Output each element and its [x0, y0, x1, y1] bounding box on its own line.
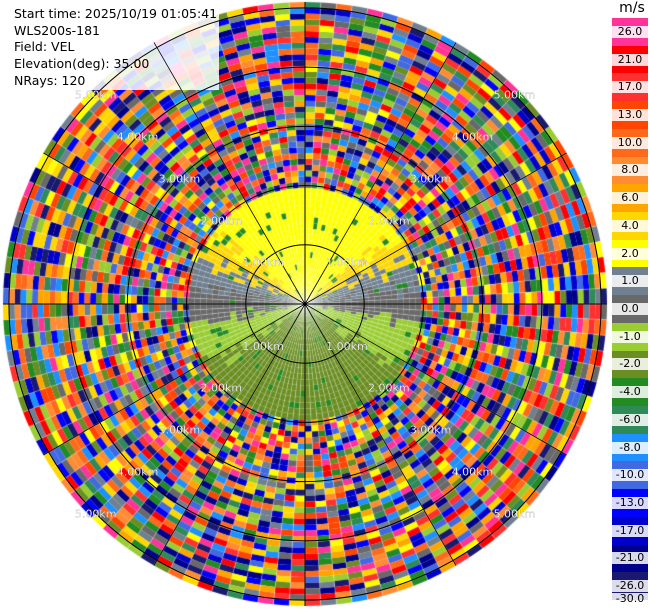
- field-text: Field: VEL: [14, 39, 75, 55]
- azimuth-spoke: [304, 152, 567, 305]
- colorbar-tick-label: 6.0: [612, 192, 648, 205]
- range-ring-label: 1.00km: [326, 256, 368, 269]
- elevation-text: Elevation(deg): 35.00: [14, 56, 150, 72]
- range-ring-label: 1.00km: [242, 340, 284, 353]
- range-ring-label: 5.00km: [494, 89, 536, 102]
- range-ring-label: 4.00km: [117, 465, 159, 478]
- colorbar-tick-label: 21.0: [612, 53, 648, 66]
- azimuth-spoke: [43, 303, 306, 456]
- colorbar-tick-label: 4.0: [612, 219, 648, 232]
- colorbar-tick-label: 2.0: [612, 247, 648, 260]
- range-ring-label: 5.00km: [75, 89, 117, 102]
- range-ring-label: 4.00km: [117, 131, 159, 144]
- range-ring-label: 4.00km: [452, 465, 494, 478]
- colorbar-tick-label: -4.0: [612, 386, 648, 399]
- colorbar-tick-label: -10.0: [612, 469, 648, 482]
- colorbar-tick-label: -8.0: [612, 441, 648, 454]
- azimuth-spoke: [153, 42, 306, 305]
- colorbar: 26.0 21.0 17.0 13.0 10.0 8.0 6.0 4.0 2.0 1.0 0.0 -1…: [612, 18, 648, 605]
- start-time-text: Start time: 2025/10/19 01:05:41: [14, 6, 218, 21]
- colorbar-unit: m/s: [619, 0, 645, 16]
- colorbar-tick-label: -1.0: [612, 330, 648, 343]
- range-ring-label: 5.00km: [75, 507, 117, 520]
- range-ring-label: 3.00km: [410, 424, 452, 437]
- azimuth-spoke: [153, 303, 306, 566]
- range-ring-label: 3.00km: [159, 172, 201, 185]
- range-ring-label: 1.00km: [242, 256, 284, 269]
- colorbar-tick-label: -13.0: [612, 497, 648, 509]
- azimuth-spoke: [304, 303, 567, 456]
- colorbar-tick-label: -6.0: [612, 413, 648, 426]
- azimuth-spoke: [43, 152, 306, 305]
- colorbar-tick-label: -21.0: [612, 552, 648, 565]
- range-ring-label: 2.00km: [200, 382, 242, 395]
- range-ring-label: 3.00km: [410, 172, 452, 185]
- range-ring-label: 2.00km: [368, 382, 410, 395]
- range-ring-label: 5.00km: [494, 507, 536, 520]
- colorbar-tick-label: -30.0: [612, 593, 648, 605]
- range-overlay: 1.00km 1.00km 1.00km 1.00km 2.00km 2.00km 2.00…: [3, 2, 607, 606]
- colorbar-tick-label: -2.0: [612, 358, 648, 371]
- colorbar-tick-label: 17.0: [612, 81, 648, 94]
- colorbar-tick-label: 26.0: [612, 25, 648, 38]
- azimuth-spoke: [304, 42, 457, 305]
- instrument-text: WLS200s-181: [14, 22, 100, 38]
- colorbar-tick-label: -17.0: [612, 524, 648, 537]
- colorbar-tick-label: 1.0: [612, 275, 648, 288]
- colorbar-tick-label: 10.0: [612, 136, 648, 149]
- range-ring-label: 2.00km: [368, 214, 410, 227]
- azimuth-spoke: [304, 303, 457, 566]
- colorbar-tick-label: -26.0: [612, 580, 648, 593]
- colorbar-tick-label: 13.0: [612, 109, 648, 121]
- range-ring-label: 3.00km: [159, 424, 201, 437]
- colorbar-tick-label: 8.0: [612, 164, 648, 177]
- colorbar-tick-label: 0.0: [612, 303, 648, 315]
- range-ring-label: 2.00km: [200, 214, 242, 227]
- nrays-text: NRays: 120: [14, 72, 86, 88]
- info-panel: Start time: 2025/10/19 01:05:41 WLS200s-…: [12, 6, 220, 90]
- range-ring-label: 1.00km: [326, 340, 368, 353]
- range-ring-label: 4.00km: [452, 131, 494, 144]
